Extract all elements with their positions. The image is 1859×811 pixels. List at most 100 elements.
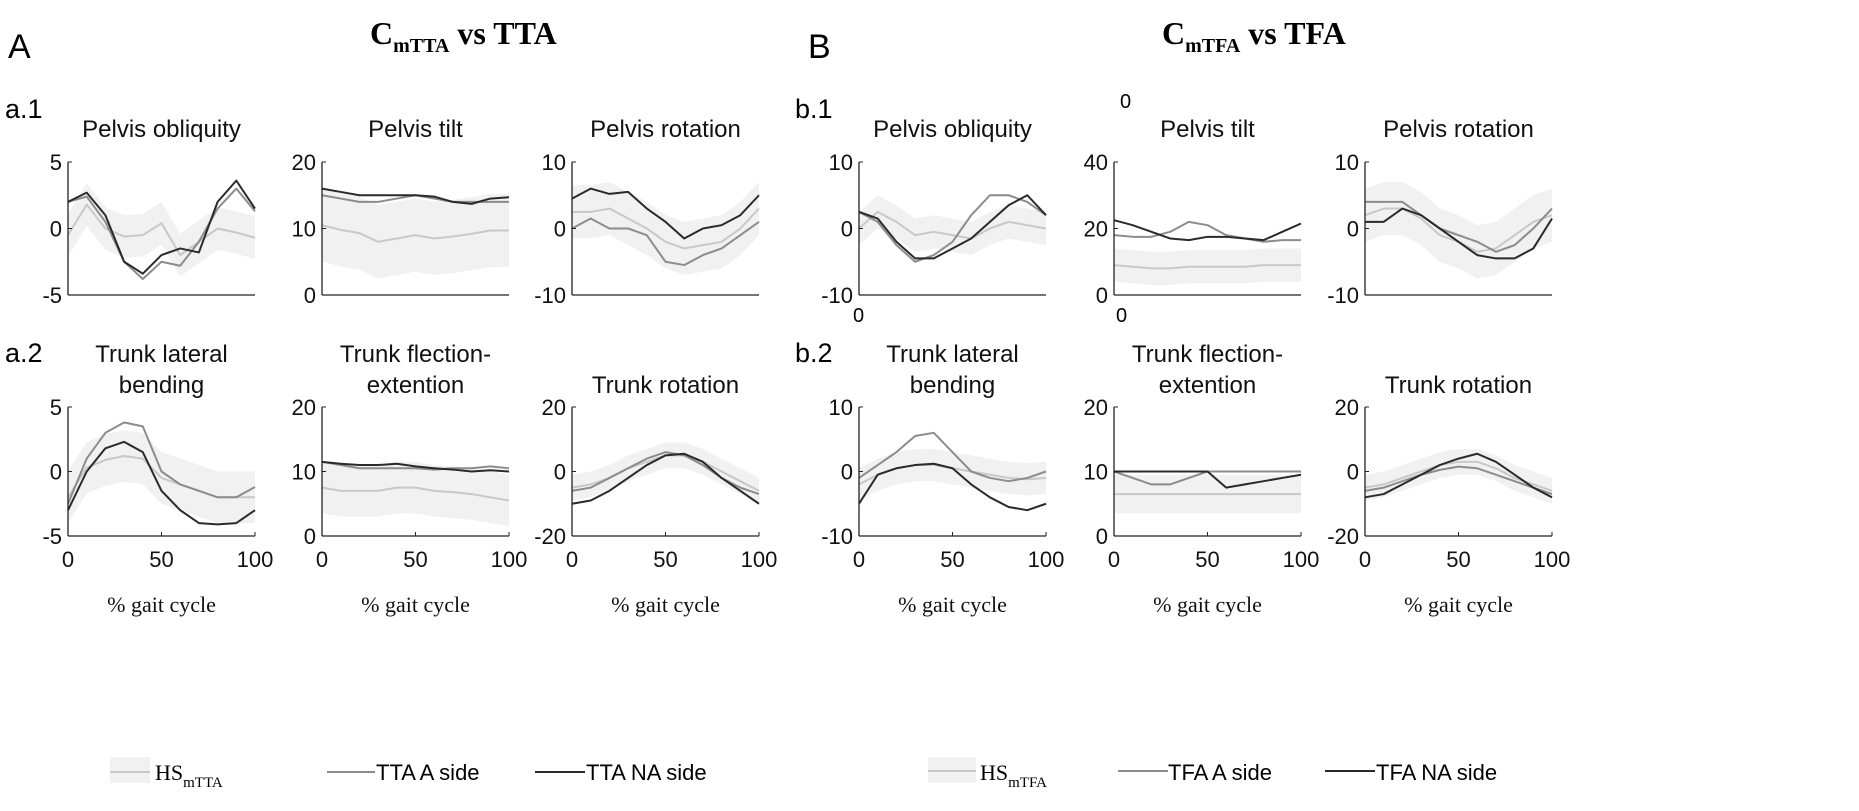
hs-mean-line [1113, 264, 1301, 270]
y-tick-label: 0 [1347, 217, 1359, 242]
y-tick-label: 10 [542, 150, 566, 175]
x-tick-label: 50 [1195, 547, 1219, 572]
hs-mean-line [67, 203, 256, 257]
hs-band [1365, 181, 1552, 279]
hs-mean-line [572, 207, 760, 250]
stray-label: 0 [1120, 91, 1131, 113]
x-tick-label: 100 [237, 547, 274, 572]
panel-title-b: CmTFA vs TFA [1162, 15, 1346, 57]
y-tick-label: 0 [304, 524, 316, 549]
subplot-title: Trunk rotation [1385, 372, 1532, 399]
y-tick-label: 0 [554, 217, 566, 242]
y-tick-label: 20 [1335, 395, 1359, 420]
y-tick-label: -10 [821, 524, 853, 549]
y-tick-label: 20 [542, 395, 566, 420]
subplot-title: Pelvis tilt [368, 116, 463, 143]
hs-band [1365, 448, 1552, 504]
y-tick-label: 5 [50, 150, 62, 175]
panel-letter-a: A [8, 28, 31, 66]
na-side-line [1365, 207, 1553, 260]
a-side-line [67, 421, 256, 505]
x-tick-label: 50 [403, 547, 427, 572]
x-axis-label: % gait cycle [107, 592, 216, 617]
subplot: Trunk flection-extention 0 10 20 0 50 100 % gai… [292, 341, 528, 617]
subplot: Pelvis obliquity -10 0 10 [821, 116, 1047, 308]
subplot: Trunk flection-extention 0 10 20 0 50 100 % gai… [1084, 341, 1320, 617]
x-tick-label: 50 [940, 547, 964, 572]
hs-band [859, 195, 1046, 256]
y-tick-label: -5 [42, 524, 62, 549]
legend-hs-label: HSmTFA [980, 760, 1047, 791]
legend-hs-swatch [110, 757, 150, 783]
row-label-a1: a.1 [5, 94, 43, 124]
y-tick-label: -20 [1327, 524, 1359, 549]
hs-mean-line [321, 486, 510, 502]
legend-na-side-label: TTA NA side [586, 760, 707, 785]
x-tick-label: 100 [491, 547, 528, 572]
subplot: Pelvis tilt 0 20 40 [1084, 116, 1302, 308]
subplot-title: Trunk rotation [592, 372, 739, 399]
y-tick-label: 10 [1335, 150, 1359, 175]
na-side-line [858, 194, 1047, 260]
subplot-title: extention [1159, 372, 1256, 399]
y-tick-label: -5 [42, 283, 62, 308]
y-tick-label: 0 [50, 460, 62, 485]
y-tick-label: 0 [1096, 524, 1108, 549]
subplot: Pelvis tilt 0 10 20 [292, 116, 510, 308]
y-tick-label: 40 [1084, 150, 1108, 175]
y-tick-label: 10 [829, 395, 853, 420]
y-tick-label: 0 [841, 217, 853, 242]
x-tick-label: 50 [653, 547, 677, 572]
x-tick-label: 0 [1359, 547, 1371, 572]
y-tick-label: -10 [1327, 283, 1359, 308]
na-side-line [321, 187, 510, 205]
x-tick-label: 50 [1446, 547, 1470, 572]
row-label-b2: b.2 [795, 338, 833, 368]
y-tick-label: 20 [292, 395, 316, 420]
subplot-title: Pelvis obliquity [82, 116, 241, 143]
y-tick-label: 0 [841, 460, 853, 485]
hs-band [572, 442, 759, 504]
row-label-a2: a.2 [5, 338, 43, 368]
panel-title-a: CmTTA vs TTA [370, 15, 557, 57]
x-axis-label: % gait cycle [611, 592, 720, 617]
y-tick-label: -10 [534, 283, 566, 308]
y-tick-label: 5 [50, 395, 62, 420]
legend-hs-label: HSmTTA [155, 760, 223, 791]
legend-a-side-label: TTA A side [376, 760, 480, 785]
subplot-title: Pelvis obliquity [873, 116, 1032, 143]
a-side-line [1113, 220, 1301, 243]
legend-a-side-label: TFA A side [1168, 760, 1272, 785]
legend-a: HSmTTA TTA A side TTA NA side [110, 757, 707, 791]
na-side-line [858, 462, 1047, 512]
y-tick-label: 20 [1084, 395, 1108, 420]
subplot-title: Pelvis rotation [1383, 116, 1534, 143]
x-tick-label: 50 [149, 547, 173, 572]
y-tick-label: 0 [1096, 283, 1108, 308]
na-side-line [1114, 470, 1302, 489]
x-tick-label: 100 [741, 547, 778, 572]
na-side-line [1113, 219, 1302, 242]
y-tick-label: 10 [292, 217, 316, 242]
x-axis-label: % gait cycle [1153, 592, 1262, 617]
y-tick-label: -10 [821, 283, 853, 308]
na-side-line [571, 187, 760, 240]
a-side-line [858, 194, 1047, 263]
hs-mean-line [321, 224, 509, 243]
a-side-line [67, 187, 256, 281]
x-tick-label: 0 [62, 547, 74, 572]
stray-label: 0 [1116, 305, 1127, 327]
subplot-title: extention [367, 372, 464, 399]
subplot: Pelvis rotation -10 0 10 [1327, 116, 1553, 308]
subplot-title: bending [910, 372, 995, 399]
hs-band [322, 188, 509, 279]
hs-band [859, 448, 1046, 501]
panel-letter-b: B [808, 28, 831, 66]
x-tick-label: 100 [1283, 547, 1320, 572]
x-tick-label: 0 [316, 547, 328, 572]
subplot-title: Pelvis rotation [590, 116, 741, 143]
y-tick-label: 0 [304, 283, 316, 308]
